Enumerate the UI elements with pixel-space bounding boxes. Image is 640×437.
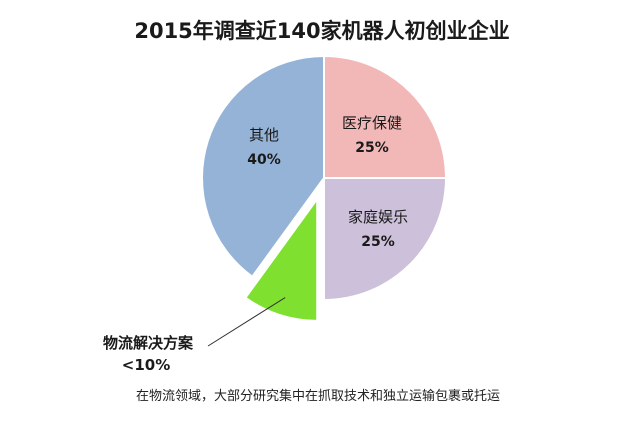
slice-healthcare-value: 25% bbox=[355, 140, 389, 156]
chart-title: 2015年调查近140家机器人初创业企业 bbox=[134, 19, 509, 43]
chart-footnote: 在物流领域，大部分研究集中在抓取技术和独立运输包裹或托运 bbox=[136, 388, 500, 404]
logistics-leader-line bbox=[207, 297, 286, 347]
slice-logistics bbox=[244, 195, 319, 322]
slice-logistics-value: <10% bbox=[122, 356, 170, 374]
slice-other bbox=[201, 54, 325, 279]
slice-other-label: 其他 bbox=[249, 126, 279, 144]
slice-healthcare bbox=[323, 54, 448, 179]
slice-home-entertainment bbox=[323, 177, 448, 302]
slice-other-value: 40% bbox=[247, 152, 281, 168]
slice-home-entertainment-value: 25% bbox=[361, 234, 395, 250]
slice-logistics-label: 物流解决方案 bbox=[103, 334, 194, 352]
slice-healthcare-label: 医疗保健 bbox=[342, 114, 402, 132]
pie-labels: 医疗保健 25% 家庭娱乐 25% 物流解决方案 <10% 其他 40% bbox=[103, 114, 408, 374]
pie-slices bbox=[201, 54, 448, 322]
slice-home-entertainment-label: 家庭娱乐 bbox=[348, 208, 408, 226]
